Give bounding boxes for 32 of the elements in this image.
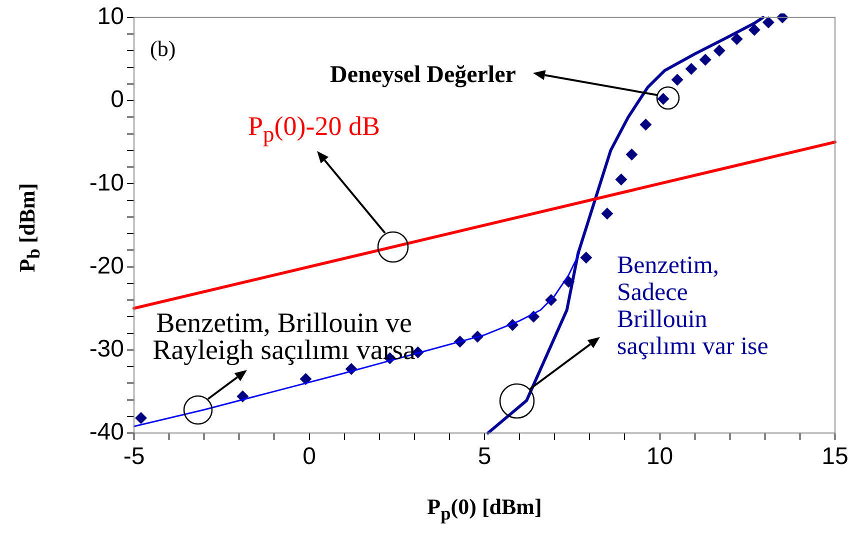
y-tick-label: -30: [89, 336, 124, 363]
text: P$_{p}$(0)-20 dB: [248, 110, 380, 148]
x-tick-label: 0: [302, 443, 316, 470]
x-axis-title: P$_{p}$(0) [dBm]: [426, 494, 543, 526]
point: [580, 252, 592, 264]
point: [615, 173, 628, 186]
point: [748, 24, 760, 36]
y-tick-label: 10: [97, 3, 124, 30]
point: [626, 148, 638, 161]
text: Deneysel Değerler: [330, 61, 516, 90]
y-tick-label: -40: [89, 418, 124, 446]
series-label: Benzetim, Sadece Brillouin saçılımı var ise: [617, 252, 770, 360]
point: [135, 412, 148, 424]
point: [762, 16, 774, 28]
x-tick-label: 5: [478, 443, 492, 470]
point: [300, 372, 312, 385]
point: [671, 74, 684, 86]
point: [713, 44, 726, 57]
point: [640, 118, 652, 131]
annotation: (b): [150, 36, 176, 62]
point: [685, 62, 698, 75]
x-tick-label: -5: [123, 443, 145, 470]
x-tick-label: 10: [646, 443, 674, 470]
point: [730, 33, 743, 46]
series-label: Benzetim, Brillouin ve Rayleigh saçılımı varsa: [152, 308, 416, 366]
y-tick-label: -20: [89, 252, 124, 280]
point: [601, 208, 614, 220]
x-tick-label: 15: [822, 443, 848, 470]
y-tick-label: -10: [89, 169, 124, 196]
point: [776, 13, 788, 24]
y-tick-label: 0: [110, 86, 124, 114]
point: [699, 54, 712, 66]
